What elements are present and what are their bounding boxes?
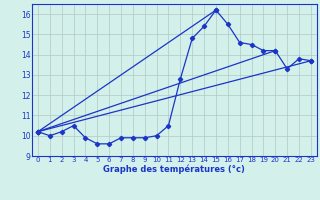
X-axis label: Graphe des températures (°c): Graphe des températures (°c) [103, 165, 245, 174]
